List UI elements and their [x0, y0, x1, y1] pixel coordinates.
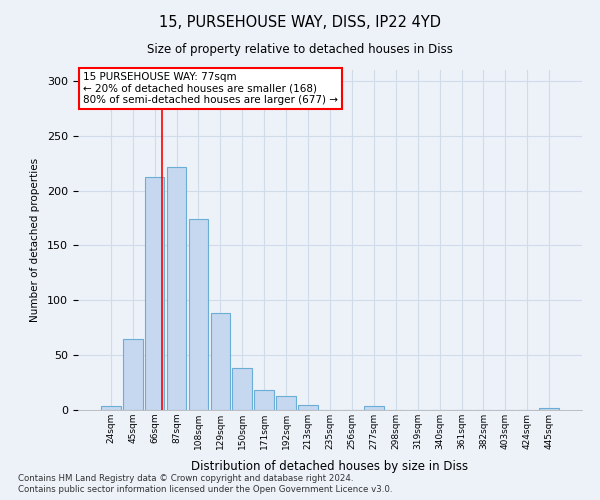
Bar: [254, 390, 274, 410]
Bar: [211, 314, 230, 410]
Bar: [539, 408, 559, 410]
Y-axis label: Number of detached properties: Number of detached properties: [30, 158, 40, 322]
Bar: [298, 404, 318, 410]
Bar: [364, 406, 384, 410]
Bar: [145, 178, 164, 410]
Text: Contains HM Land Registry data © Crown copyright and database right 2024.: Contains HM Land Registry data © Crown c…: [18, 474, 353, 483]
Text: Size of property relative to detached houses in Diss: Size of property relative to detached ho…: [147, 42, 453, 56]
X-axis label: Distribution of detached houses by size in Diss: Distribution of detached houses by size …: [191, 460, 469, 473]
Bar: [232, 368, 252, 410]
Bar: [101, 406, 121, 410]
Bar: [188, 219, 208, 410]
Bar: [167, 166, 187, 410]
Text: Contains public sector information licensed under the Open Government Licence v3: Contains public sector information licen…: [18, 486, 392, 494]
Bar: [276, 396, 296, 410]
Text: 15 PURSEHOUSE WAY: 77sqm
← 20% of detached houses are smaller (168)
80% of semi-: 15 PURSEHOUSE WAY: 77sqm ← 20% of detach…: [83, 72, 338, 105]
Bar: [123, 338, 143, 410]
Text: 15, PURSEHOUSE WAY, DISS, IP22 4YD: 15, PURSEHOUSE WAY, DISS, IP22 4YD: [159, 15, 441, 30]
